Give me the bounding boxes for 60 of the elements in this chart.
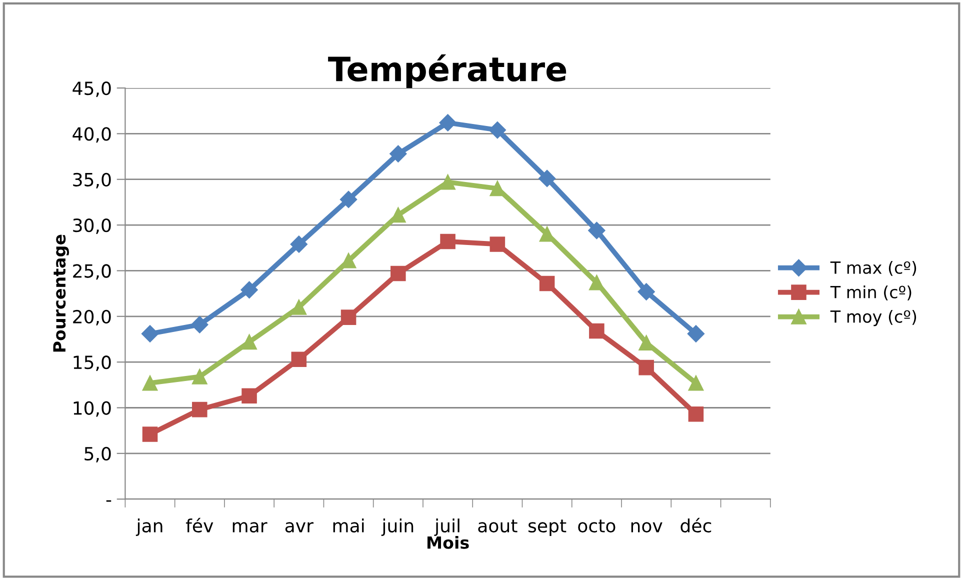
- point: [638, 335, 654, 351]
- point: [142, 426, 158, 442]
- point: [141, 325, 159, 342]
- x-tick-label: avr: [285, 522, 314, 533]
- point: [240, 281, 258, 298]
- point: [192, 369, 208, 384]
- y-axis-title: Pourcentage: [53, 234, 70, 352]
- y-tick-label: -: [106, 500, 112, 502]
- x-tick-label: juil: [434, 518, 460, 536]
- y-tick-label: 10,0: [74, 401, 111, 417]
- x-tick-label: jan: [136, 518, 162, 536]
- point: [142, 375, 158, 391]
- point: [588, 222, 606, 240]
- y-tick-label: 35,0: [73, 172, 111, 188]
- point: [440, 234, 456, 250]
- point: [290, 236, 308, 253]
- y-tick-label: 40,0: [72, 127, 111, 143]
- point: [242, 334, 257, 350]
- legend-label: T min (cº): [830, 285, 912, 300]
- y-tick-label: 30,0: [73, 218, 111, 234]
- point: [340, 310, 356, 325]
- point: [589, 323, 604, 339]
- legend-label: T moy (cº): [830, 310, 916, 326]
- point: [191, 316, 208, 334]
- point: [688, 375, 704, 391]
- point: [291, 300, 307, 315]
- point: [192, 402, 208, 418]
- x-tick-label: mar: [232, 522, 268, 533]
- point: [440, 174, 456, 190]
- point: [539, 276, 555, 292]
- x-axis-title: Mois: [427, 536, 469, 549]
- point: [390, 266, 406, 282]
- legend-label: T max (cº): [830, 261, 916, 276]
- y-tick-label: 15,0: [74, 356, 111, 372]
- point: [490, 236, 506, 252]
- chart-title: Température: [328, 54, 566, 88]
- x-tick-label: déc: [680, 518, 712, 533]
- point: [589, 274, 604, 290]
- y-tick-label: 25,0: [73, 264, 111, 280]
- point: [340, 190, 358, 208]
- point: [638, 360, 654, 376]
- point: [291, 352, 307, 367]
- x-tick-label: juin: [381, 518, 414, 536]
- y-tick-label: 5,0: [84, 446, 111, 462]
- y-tick-label: 45,0: [72, 81, 111, 97]
- point: [488, 121, 506, 139]
- point: [638, 283, 655, 300]
- x-tick-label: nov: [631, 522, 662, 533]
- point: [439, 114, 456, 132]
- point: [538, 170, 556, 187]
- y-tick-label: 20,0: [73, 310, 111, 326]
- x-tick-label: sept: [528, 520, 566, 536]
- x-tick-label: octo: [578, 520, 616, 533]
- point: [687, 325, 705, 342]
- point: [242, 388, 257, 404]
- x-tick-label: fév: [186, 518, 214, 533]
- x-tick-label: mai: [333, 518, 364, 533]
- point: [688, 406, 704, 422]
- x-tick-label: aout: [478, 520, 518, 533]
- point: [390, 145, 407, 162]
